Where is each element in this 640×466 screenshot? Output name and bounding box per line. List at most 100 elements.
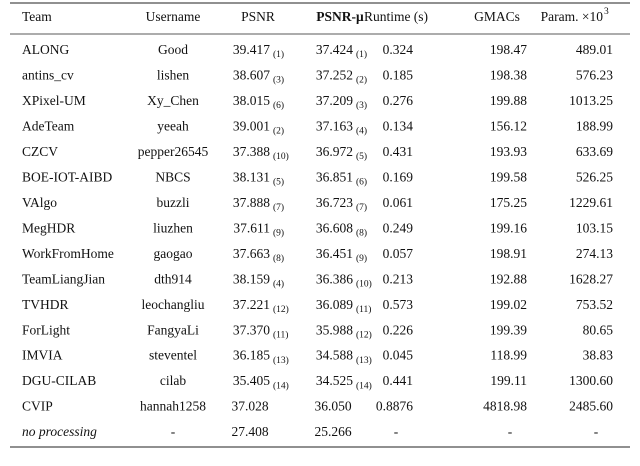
gmacs: 118.99: [490, 348, 527, 363]
psnr-rank: (5): [273, 177, 284, 188]
psnr-mu: 25.266: [314, 424, 351, 439]
runtime: 0.134: [383, 119, 414, 134]
psnr-rank: (9): [273, 227, 284, 238]
header-params-exponent: 3: [604, 7, 609, 17]
runtime: 0.8876: [376, 399, 413, 414]
team: TVHDR: [22, 297, 69, 312]
runtime: -: [394, 424, 399, 439]
header-runtime: Runtime (s): [364, 9, 428, 24]
username: yeeah: [157, 119, 189, 134]
psnr-mu: 36.386: [316, 271, 353, 286]
psnr: 38.131: [233, 169, 270, 184]
psnr-mu: 37.209: [316, 93, 353, 108]
runtime: 0.185: [383, 68, 414, 83]
header-params: Param. ×10: [541, 9, 604, 24]
header-gmacs: GMACs: [474, 9, 520, 24]
psnr-mu-rank: (8): [356, 227, 367, 238]
header-psnr: PSNR: [241, 9, 275, 24]
params: 38.83: [583, 348, 614, 363]
psnr: 37.663: [233, 246, 270, 261]
psnr-rank: (11): [273, 329, 288, 340]
params: 2485.60: [569, 399, 613, 414]
username: -: [171, 424, 176, 439]
header-psnr-mu: PSNR-μ: [316, 9, 364, 24]
psnr-rank: (12): [273, 304, 289, 315]
psnr-rank: (14): [273, 380, 289, 391]
username: lishen: [157, 68, 189, 83]
username: buzzli: [157, 195, 190, 210]
psnr: 39.001: [233, 119, 270, 134]
team: AdeTeam: [22, 119, 75, 134]
team: ALONG: [22, 42, 69, 57]
psnr-mu: 37.252: [316, 68, 353, 83]
gmacs: -: [508, 424, 513, 439]
psnr-mu-rank: (7): [356, 202, 367, 213]
team: ForLight: [22, 322, 70, 337]
psnr-mu-rank: (6): [356, 177, 367, 188]
runtime: 0.431: [383, 144, 413, 159]
psnr-mu: 37.424: [316, 42, 353, 57]
psnr-mu-rank: (3): [356, 100, 367, 111]
gmacs: 199.11: [490, 373, 527, 388]
psnr: 37.611: [233, 220, 270, 235]
team: antins_cv: [22, 68, 74, 83]
params: 80.65: [583, 322, 614, 337]
runtime: 0.276: [383, 93, 414, 108]
params: -: [594, 424, 599, 439]
team: CVIP: [22, 399, 53, 414]
gmacs: 199.16: [490, 220, 527, 235]
gmacs: 192.88: [490, 271, 527, 286]
team: CZCV: [22, 144, 58, 159]
params: 489.01: [576, 42, 613, 57]
username: Good: [158, 42, 188, 57]
username: steventel: [149, 348, 197, 363]
psnr-rank: (13): [273, 355, 289, 366]
username: liuzhen: [153, 220, 193, 235]
team: XPixel-UM: [22, 93, 86, 108]
psnr: 37.888: [233, 195, 270, 210]
params: 576.23: [576, 68, 613, 83]
psnr: 38.607: [233, 68, 270, 83]
psnr-mu-rank: (13): [356, 355, 372, 366]
gmacs: 199.02: [490, 297, 527, 312]
runtime: 0.169: [383, 169, 414, 184]
params: 274.13: [576, 246, 613, 261]
psnr-mu-rank: (1): [356, 49, 367, 60]
gmacs: 175.25: [490, 195, 527, 210]
psnr: 35.405: [233, 373, 270, 388]
runtime: 0.226: [383, 322, 414, 337]
header-team: Team: [22, 9, 52, 24]
psnr-rank: (10): [273, 151, 289, 162]
psnr-mu: 36.451: [316, 246, 353, 261]
team: no processing: [22, 424, 97, 439]
username: leochangliu: [142, 297, 205, 312]
username: FangyaLi: [147, 322, 199, 337]
gmacs: 156.12: [490, 119, 527, 134]
username: gaogao: [154, 246, 193, 261]
psnr-rank: (3): [273, 75, 284, 86]
params: 526.25: [576, 169, 613, 184]
psnr: 39.417: [233, 42, 270, 57]
psnr-mu: 36.723: [316, 195, 353, 210]
team: DGU-CILAB: [22, 373, 96, 388]
team: WorkFromHome: [22, 246, 114, 261]
psnr-mu-rank: (5): [356, 151, 367, 162]
psnr-mu: 34.588: [316, 348, 353, 363]
username: Xy_Chen: [147, 93, 199, 108]
psnr-mu-rank: (2): [356, 75, 367, 86]
username: hannah1258: [140, 399, 206, 414]
psnr-mu: 36.089: [316, 297, 353, 312]
gmacs: 193.93: [490, 144, 527, 159]
psnr-mu-rank: (11): [356, 304, 371, 315]
psnr-mu-rank: (10): [356, 278, 372, 289]
gmacs: 4818.98: [483, 399, 527, 414]
gmacs: 199.58: [490, 169, 527, 184]
runtime: 0.213: [383, 271, 414, 286]
psnr: 38.159: [233, 271, 270, 286]
psnr-mu: 36.851: [316, 169, 353, 184]
runtime: 0.441: [383, 373, 413, 388]
psnr-mu: 36.608: [316, 220, 353, 235]
params: 753.52: [576, 297, 613, 312]
runtime: 0.249: [383, 220, 414, 235]
username: cilab: [160, 373, 186, 388]
